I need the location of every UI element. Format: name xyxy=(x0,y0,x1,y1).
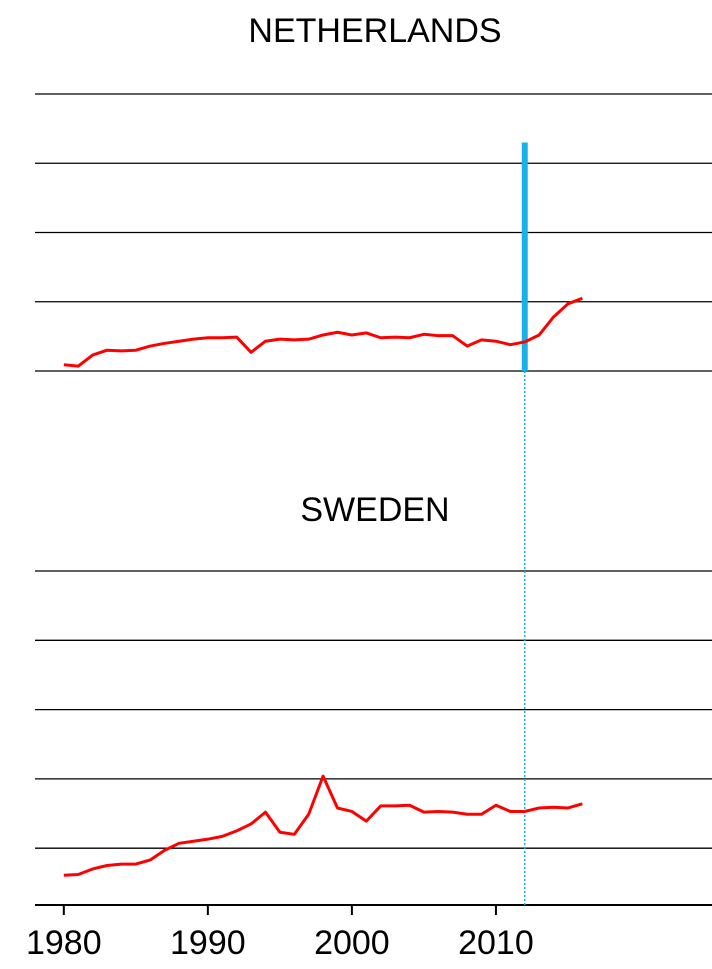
data-line xyxy=(63,296,583,368)
x-tick-label: 1980 xyxy=(26,924,102,962)
data-line xyxy=(63,774,583,877)
chart-title: NETHERLANDS xyxy=(248,12,501,50)
x-tick-label: 2010 xyxy=(458,924,534,962)
x-tick-label: 1990 xyxy=(170,924,246,962)
chart-title: SWEDEN xyxy=(300,491,449,529)
x-tick-label: 2000 xyxy=(314,924,390,962)
